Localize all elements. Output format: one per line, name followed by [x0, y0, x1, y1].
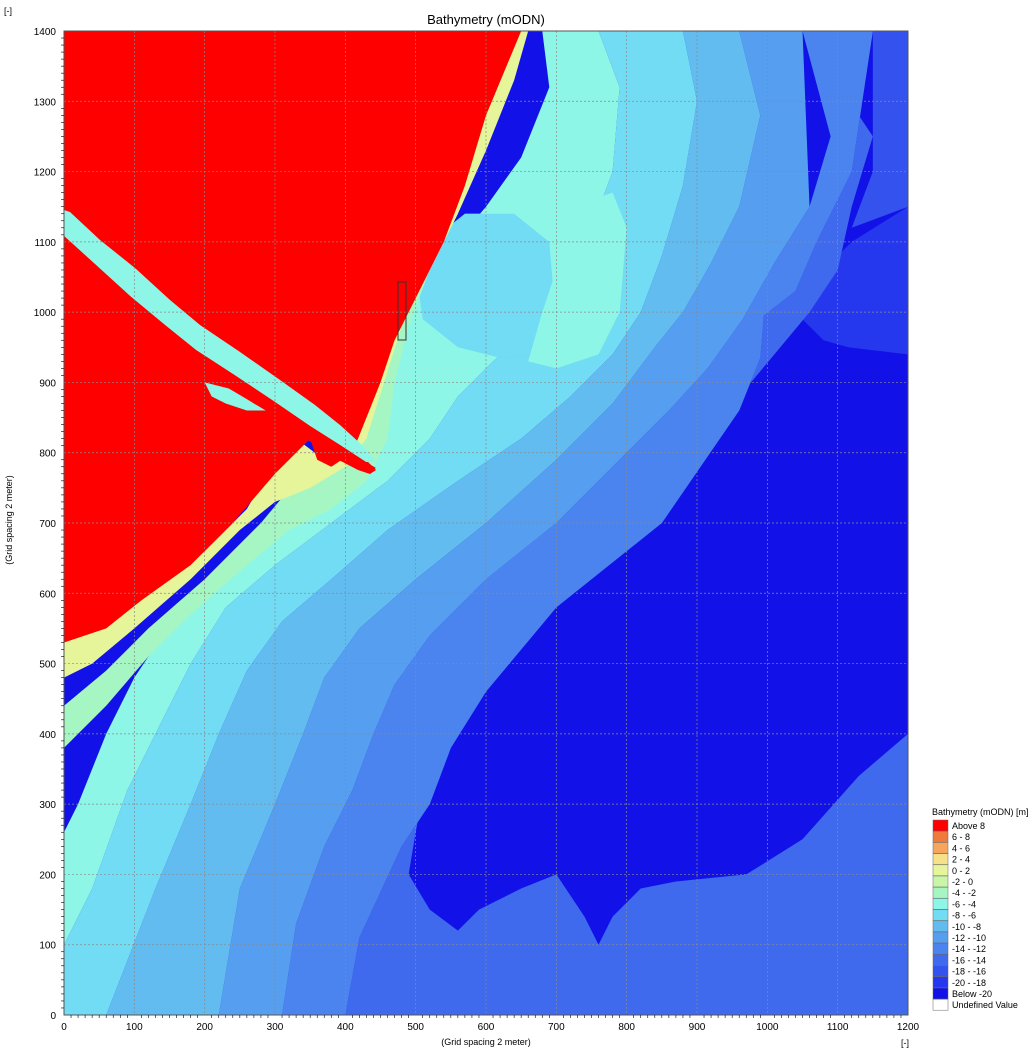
x-axis-label: (Grid spacing 2 meter)	[441, 1037, 531, 1047]
legend-swatch	[932, 886, 949, 899]
chart-title: Bathymetry (mODN)	[427, 12, 545, 27]
legend-label: Undefined Value	[952, 1000, 1018, 1010]
legend-title: Bathymetry (mODN) [m]	[932, 807, 1029, 817]
y-tick-label: 500	[39, 660, 56, 671]
legend-label: 2 - 4	[952, 855, 970, 865]
pier-marker	[397, 281, 407, 341]
legend-swatch	[932, 976, 949, 989]
legend-label: 0 - 2	[952, 866, 970, 876]
legend-swatch	[932, 898, 949, 910]
y-tick-label: 1300	[34, 97, 57, 108]
x-tick-label: 1000	[756, 1022, 779, 1033]
y-tick-label: 100	[39, 941, 56, 952]
x-tick-label: 100	[126, 1022, 143, 1033]
x-tick-label: 300	[267, 1022, 284, 1033]
grid	[64, 31, 908, 1015]
legend-swatch	[932, 998, 949, 1011]
x-tick-label: 700	[548, 1022, 565, 1033]
legend-swatch	[932, 942, 949, 955]
y-tick-label: 800	[39, 449, 56, 460]
legend-swatch	[932, 853, 949, 865]
x-unit-label: [-]	[901, 1038, 909, 1048]
y-tick-label: 1100	[34, 238, 56, 249]
legend-label: -18 - -16	[952, 967, 986, 977]
y-tick-label: 1000	[34, 308, 57, 319]
y-tick-label: 900	[39, 378, 56, 389]
y-tick-label: 1200	[34, 168, 57, 179]
legend-swatch	[932, 875, 949, 888]
x-tick-label: 1200	[897, 1022, 920, 1033]
legend-label: -12 - -10	[952, 933, 986, 943]
legend-swatch	[932, 819, 949, 832]
y-unit-label: [-]	[4, 6, 12, 16]
x-tick-label: 600	[478, 1022, 495, 1033]
bathymetry-region	[851, 31, 908, 228]
y-tick-label: 700	[39, 519, 56, 530]
legend-label: -14 - -12	[952, 944, 986, 954]
bathymetry-region	[204, 382, 268, 411]
legend-swatch	[932, 842, 949, 854]
legend-swatch	[932, 965, 949, 977]
legend-label: Above 8	[952, 821, 985, 831]
x-tick-label: 400	[337, 1022, 354, 1033]
bathymetry-region	[218, 31, 810, 1015]
bathymetry-region	[528, 192, 627, 369]
x-tick-label: 200	[196, 1022, 213, 1033]
legend-label: -20 - -18	[952, 978, 986, 988]
y-tick-label: 300	[39, 800, 56, 811]
structure-marks	[64, 210, 407, 474]
legend-label: 6 - 8	[952, 832, 970, 842]
breakwater-channel	[64, 210, 376, 462]
y-tick-label: 0	[50, 1011, 56, 1022]
y-tick-label: 600	[39, 589, 56, 600]
legend-swatch	[932, 830, 949, 843]
legend-label: -16 - -14	[952, 955, 986, 965]
x-tick-label: 500	[407, 1022, 424, 1033]
bathymetry-region	[795, 206, 908, 355]
plot-frame	[63, 30, 909, 1016]
legend-entries: Above 86 - 84 - 6 2 - 40 - 2-2 - 0-4 - -2…	[932, 819, 1018, 1011]
y-tick-label: 1400	[34, 27, 57, 38]
x-tick-label: 800	[618, 1022, 635, 1033]
legend-label: 4 - 6	[952, 843, 970, 853]
x-tick-label: 1100	[827, 1022, 849, 1033]
legend-label: -6 - -4	[952, 899, 976, 909]
x-tick-label: 0	[61, 1022, 67, 1033]
legend-label: -8 - -6	[952, 911, 976, 921]
legend-swatch	[932, 864, 949, 877]
legend-swatch	[932, 909, 949, 921]
y-tick-label: 200	[39, 870, 56, 881]
x-axis: 0 100 200 300 400 500 600 700 800 900 1000 1100 1200	[61, 1015, 920, 1033]
legend-swatch	[932, 987, 949, 1000]
bathymetry-region	[64, 31, 522, 643]
legend-label: -10 - -8	[952, 922, 981, 932]
x-tick-label: 900	[689, 1022, 706, 1033]
legend-swatch	[932, 931, 949, 944]
bathymetry-region	[415, 213, 557, 358]
bathymetry-region	[345, 31, 908, 1015]
legend-label: -2 - 0	[952, 877, 973, 887]
y-axis: 0 100 200 300 400 500 600 700 800 900 1000 1100 1200…	[34, 27, 64, 1022]
legend-swatch	[932, 920, 949, 933]
legend-swatch	[932, 954, 949, 966]
legend-label: -4 - -2	[952, 888, 976, 898]
legend: Bathymetry (mODN) [m] Above 86 - 84 - 6 2…	[932, 807, 1029, 1011]
y-axis-label: (Grid spacing 2 meter)	[4, 475, 14, 565]
legend-label: Below -20	[952, 989, 992, 999]
y-tick-label: 400	[39, 730, 56, 741]
